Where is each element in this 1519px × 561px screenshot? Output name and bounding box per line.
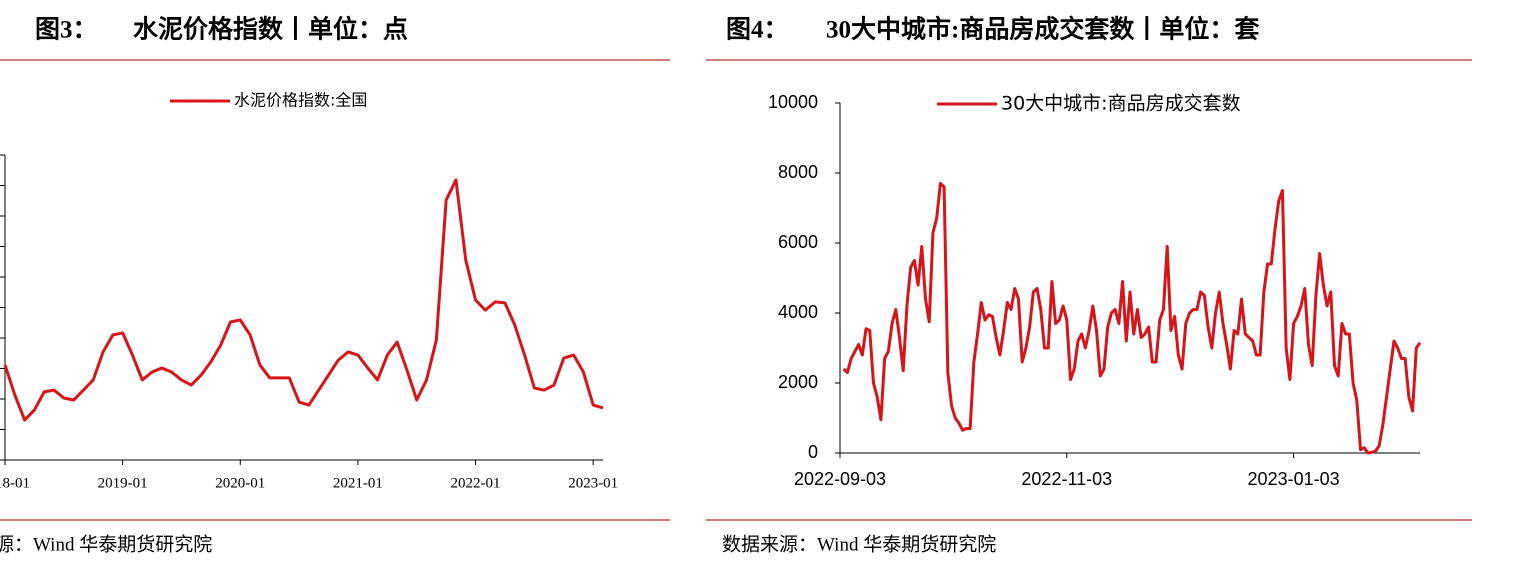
legend-label: 30大中城市:商品房成交套数 (1001, 93, 1241, 115)
y-tick-label: 0 (808, 442, 818, 462)
y-tick-label: 4000 (778, 302, 818, 322)
y-tick-label: 8000 (778, 162, 818, 182)
x-tick-label: 2022-11-03 (1021, 469, 1112, 489)
x-tick-label: 2022-01 (451, 475, 501, 491)
source-note: 数据来源：Wind 华泰期货研究院 (722, 533, 996, 555)
x-tick-label: 2023-01 (568, 475, 618, 491)
x-tick-label: 2020-01 (215, 475, 265, 491)
chart-title: 30大中城市:商品房成交套数丨单位：套 (826, 15, 1260, 44)
data-line (3, 178, 604, 422)
data-line (842, 182, 1422, 455)
chart-title: 水泥价格指数丨单位：点 (133, 15, 408, 44)
y-tick-label: 2000 (778, 372, 818, 392)
legend-label: 水泥价格指数:全国 (234, 91, 367, 110)
x-tick-label: 2018-01 (0, 475, 30, 491)
source-note: 数据来源：Wind 华泰期货研究院 (0, 533, 212, 555)
y-tick-label: 6000 (778, 232, 818, 252)
x-tick-label: 2022-09-03 (794, 469, 886, 489)
figure-label: 图3： (35, 17, 98, 44)
y-tick-label: 10000 (768, 92, 818, 112)
x-tick-label: 2019-01 (98, 475, 148, 491)
x-tick-label: 2021-01 (333, 475, 383, 491)
x-tick-label: 2023-01-03 (1248, 469, 1340, 489)
figure-label: 图4： (726, 17, 789, 44)
